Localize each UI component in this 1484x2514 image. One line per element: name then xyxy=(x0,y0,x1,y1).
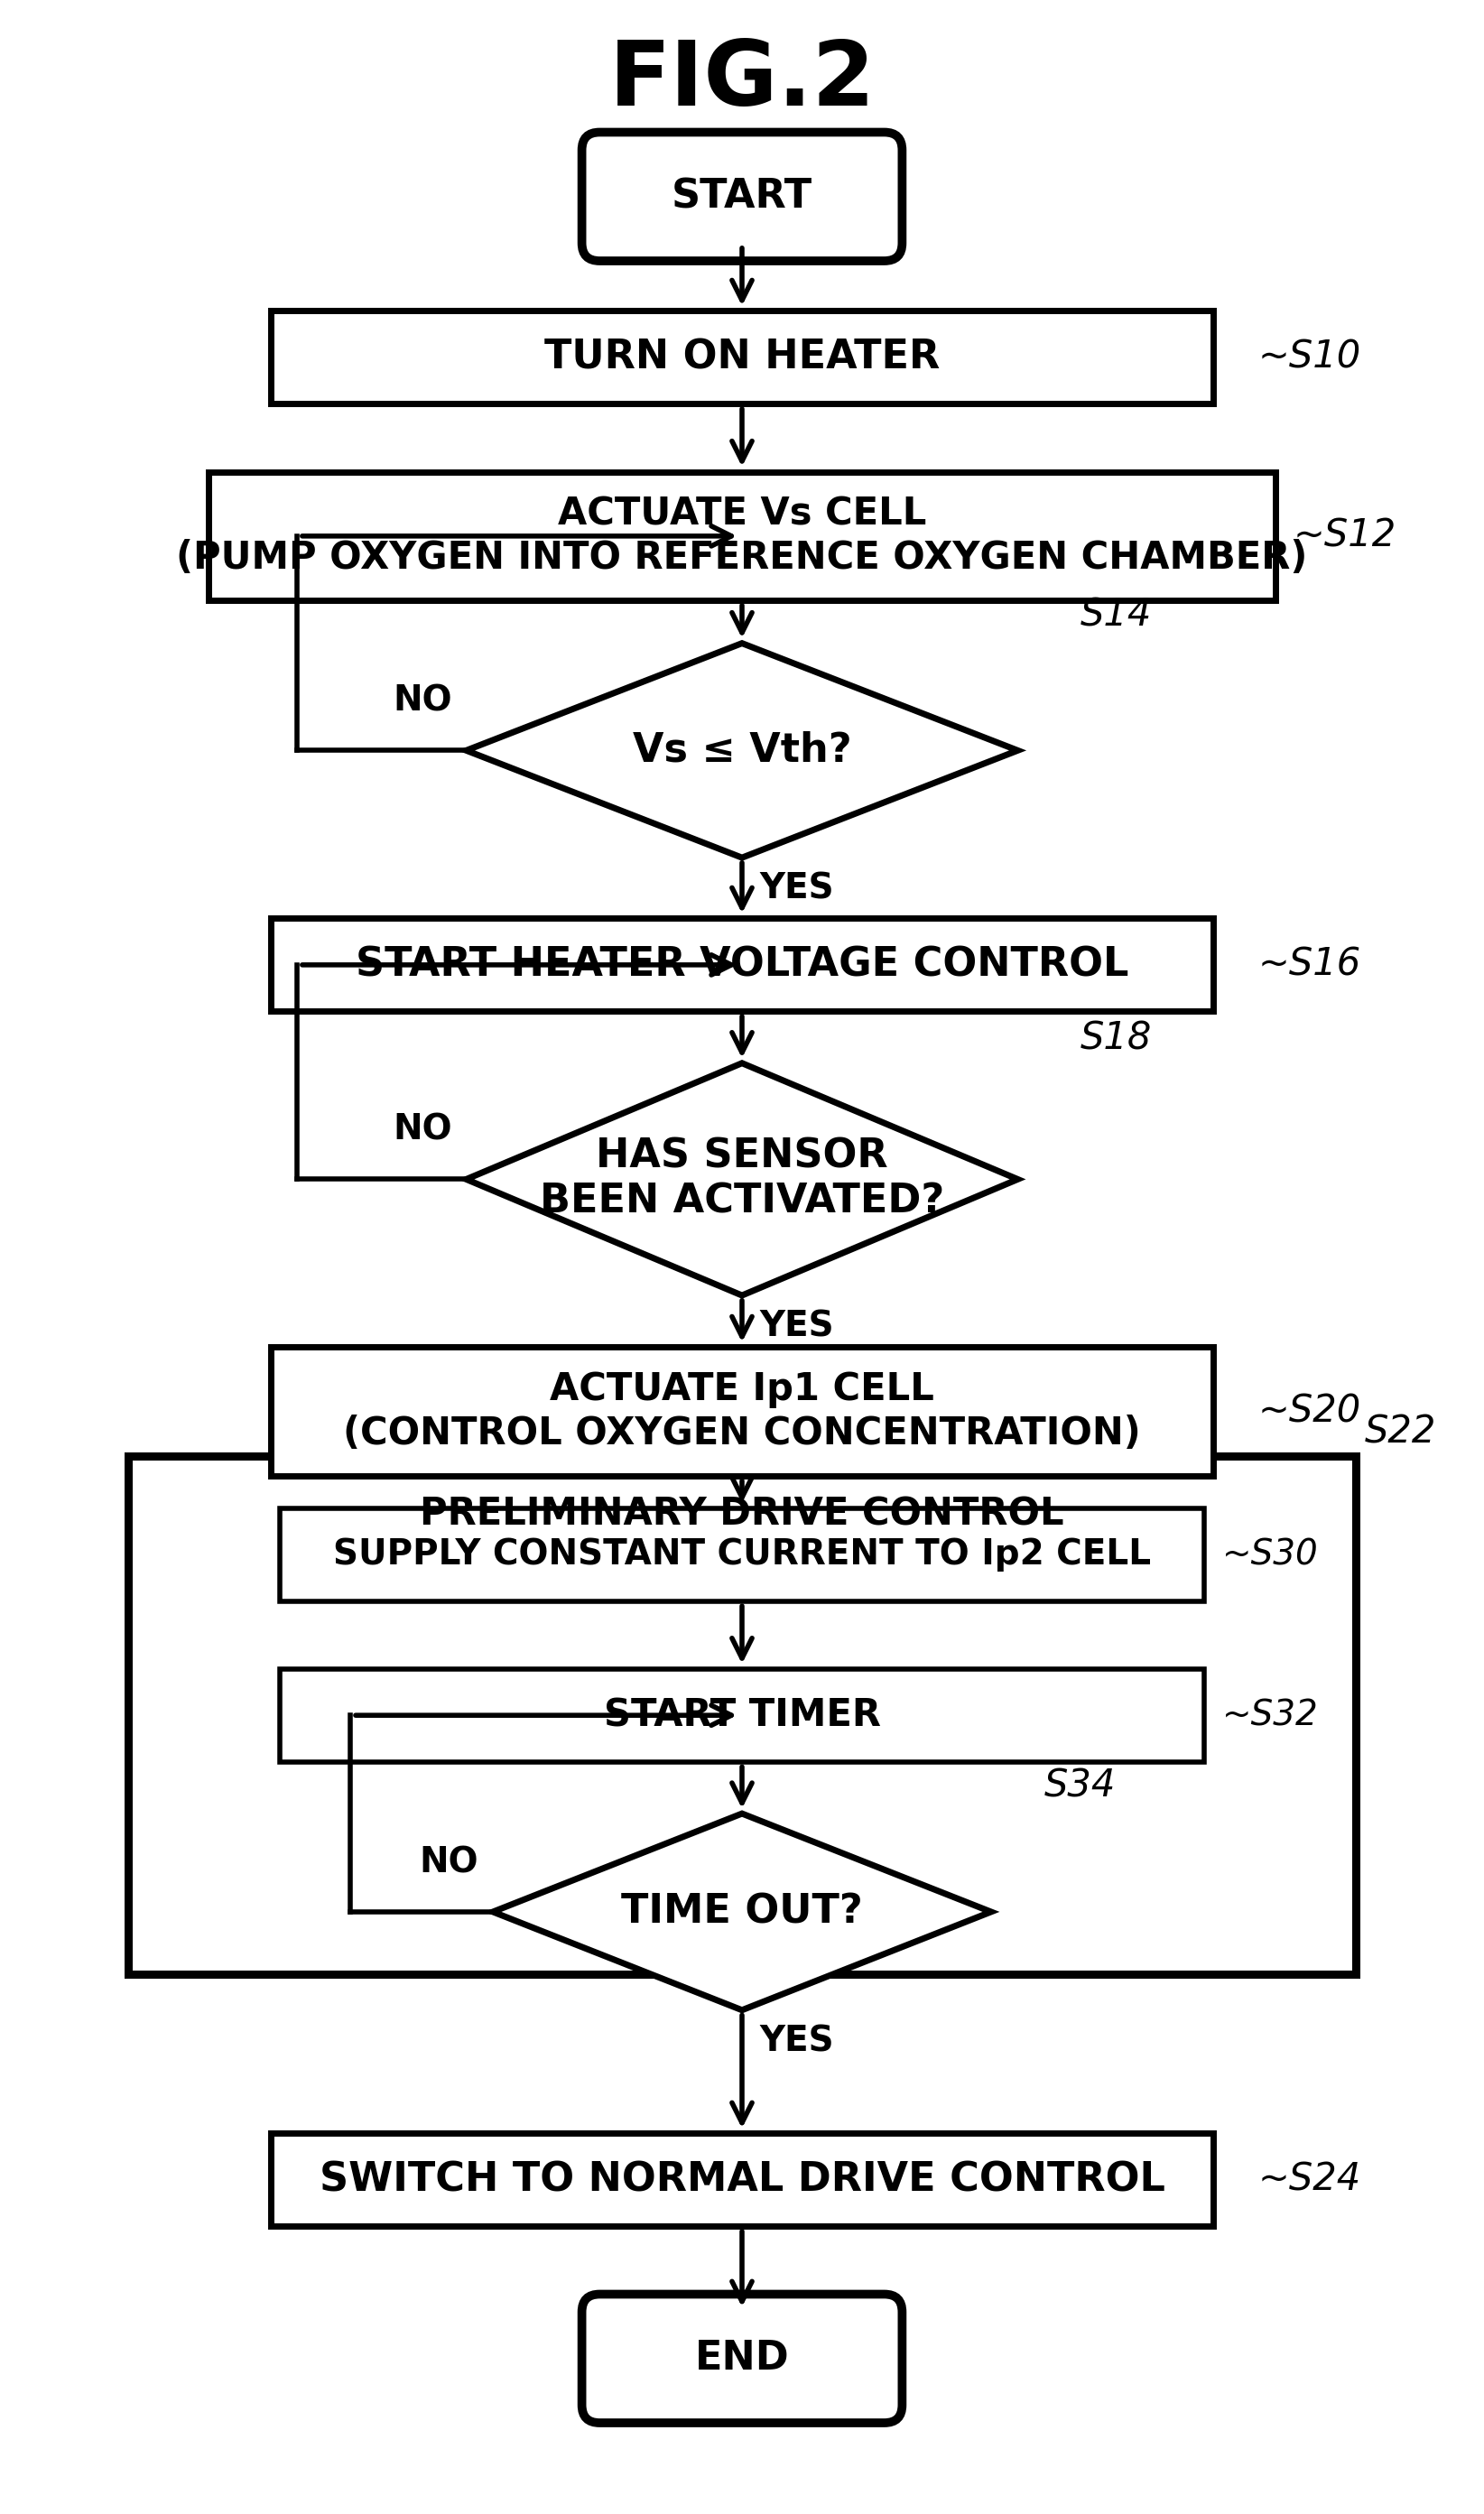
Text: ~S12: ~S12 xyxy=(1294,518,1396,556)
Text: ~S32: ~S32 xyxy=(1223,1697,1319,1732)
Text: NO: NO xyxy=(393,1114,453,1146)
Text: ~S16: ~S16 xyxy=(1258,945,1361,983)
FancyBboxPatch shape xyxy=(270,1348,1214,1476)
Text: START TIMER: START TIMER xyxy=(604,1697,880,1735)
Text: S18: S18 xyxy=(1080,1021,1152,1058)
FancyBboxPatch shape xyxy=(128,1456,1356,1973)
Text: ~S10: ~S10 xyxy=(1258,339,1361,377)
Text: END: END xyxy=(695,2338,789,2378)
Text: SUPPLY CONSTANT CURRENT TO Ip2 CELL: SUPPLY CONSTANT CURRENT TO Ip2 CELL xyxy=(332,1539,1152,1571)
Text: S22: S22 xyxy=(1365,1413,1437,1451)
Text: YES: YES xyxy=(760,2024,834,2059)
Text: NO: NO xyxy=(393,684,453,719)
Text: ACTUATE Vs CELL
(PUMP OXYGEN INTO REFERENCE OXYGEN CHAMBER): ACTUATE Vs CELL (PUMP OXYGEN INTO REFERE… xyxy=(177,495,1307,576)
FancyBboxPatch shape xyxy=(270,312,1214,405)
Text: ~S20: ~S20 xyxy=(1258,1393,1361,1430)
FancyBboxPatch shape xyxy=(279,1508,1205,1601)
Polygon shape xyxy=(493,1813,991,2011)
FancyBboxPatch shape xyxy=(279,1669,1205,1762)
FancyBboxPatch shape xyxy=(208,473,1276,601)
Text: TURN ON HEATER: TURN ON HEATER xyxy=(545,337,939,377)
FancyBboxPatch shape xyxy=(270,918,1214,1011)
Text: S34: S34 xyxy=(1045,1767,1116,1805)
Text: YES: YES xyxy=(760,1310,834,1345)
Text: TIME OUT?: TIME OUT? xyxy=(622,1893,862,1931)
FancyBboxPatch shape xyxy=(270,2134,1214,2227)
Text: S14: S14 xyxy=(1080,596,1152,634)
Text: ~S30: ~S30 xyxy=(1223,1539,1319,1571)
Text: ACTUATE Ip1 CELL
(CONTROL OXYGEN CONCENTRATION): ACTUATE Ip1 CELL (CONTROL OXYGEN CONCENT… xyxy=(343,1370,1141,1453)
Text: START HEATER VOLTAGE CONTROL: START HEATER VOLTAGE CONTROL xyxy=(356,945,1128,985)
Text: ~S24: ~S24 xyxy=(1258,2162,1361,2200)
Text: Vs ≤ Vth?: Vs ≤ Vth? xyxy=(632,732,852,769)
Text: FIG.2: FIG.2 xyxy=(608,38,876,123)
Polygon shape xyxy=(466,1063,1018,1295)
Text: HAS SENSOR
BEEN ACTIVATED?: HAS SENSOR BEEN ACTIVATED? xyxy=(540,1136,944,1222)
Text: YES: YES xyxy=(760,872,834,905)
FancyBboxPatch shape xyxy=(582,2295,902,2423)
Text: SWITCH TO NORMAL DRIVE CONTROL: SWITCH TO NORMAL DRIVE CONTROL xyxy=(319,2160,1165,2200)
Polygon shape xyxy=(466,644,1018,857)
Text: PRELIMINARY DRIVE CONTROL: PRELIMINARY DRIVE CONTROL xyxy=(420,1496,1064,1534)
Text: START: START xyxy=(672,176,812,216)
FancyBboxPatch shape xyxy=(582,133,902,261)
Text: NO: NO xyxy=(420,1845,479,1880)
